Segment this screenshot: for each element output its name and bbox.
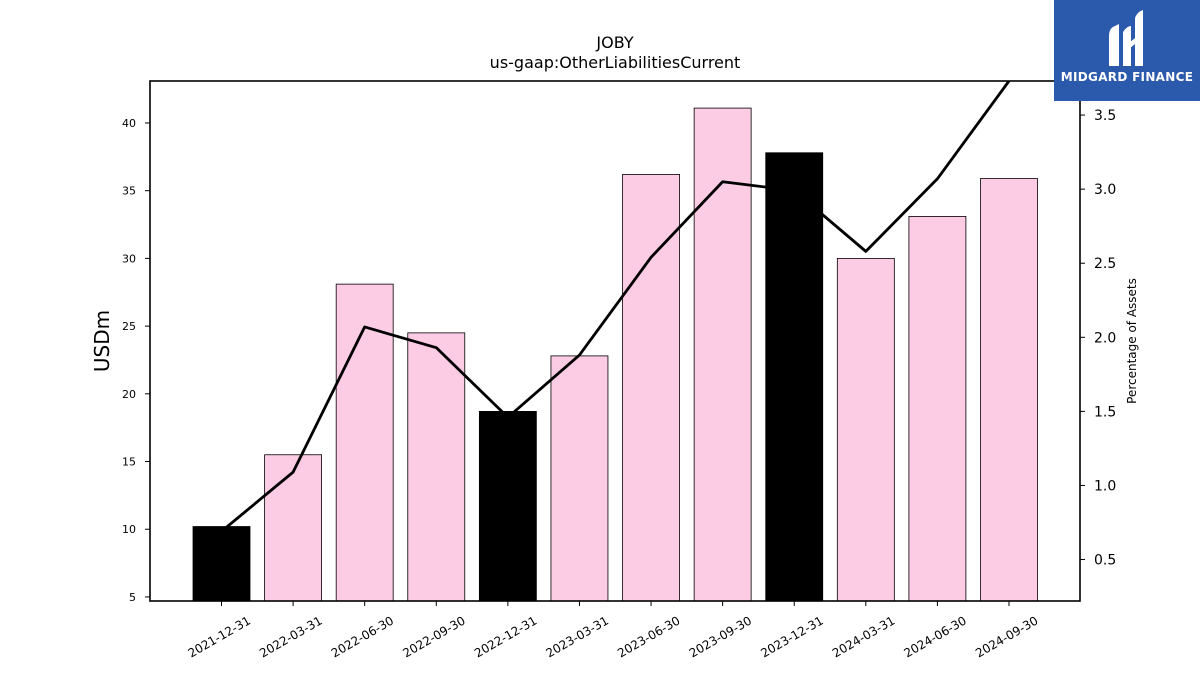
y2-tick-label: 1.0 bbox=[1094, 478, 1116, 494]
y-tick-label: 40 bbox=[122, 117, 136, 130]
bars-layer bbox=[192, 107, 1038, 602]
chart-subtitle: us-gaap:OtherLiabilitiesCurrent bbox=[490, 53, 741, 72]
y2-tick-label: 1.5 bbox=[1094, 404, 1116, 420]
x-tick-label: 2021-12-31 bbox=[186, 613, 253, 660]
chart-title: JOBY bbox=[595, 33, 633, 52]
bar-2023-09-30 bbox=[693, 107, 752, 602]
x-tick-label: 2023-06-30 bbox=[615, 613, 682, 660]
x-tick-label: 2022-03-31 bbox=[257, 613, 324, 660]
midgard-logo-icon bbox=[1109, 10, 1143, 66]
bar-2024-09-30 bbox=[980, 178, 1038, 602]
bar-2023-12-31 bbox=[765, 152, 824, 602]
y-tick-label: 15 bbox=[122, 456, 136, 469]
y-tick-label: 25 bbox=[122, 320, 136, 333]
bar-2022-06-30 bbox=[335, 283, 394, 602]
y2-tick-label: 3.5 bbox=[1094, 108, 1116, 124]
y-axis-label: USDm bbox=[90, 310, 114, 372]
bar-2022-03-31 bbox=[264, 454, 322, 602]
y2-tick-label: 0.5 bbox=[1094, 553, 1116, 569]
x-tick-label: 2022-09-30 bbox=[400, 613, 467, 660]
y-tick-label: 20 bbox=[122, 388, 136, 401]
y-tick-label: 10 bbox=[122, 523, 136, 536]
line-layer bbox=[220, 81, 1011, 533]
x-tick-label: 2023-03-31 bbox=[544, 613, 611, 660]
y2-tick-label: 2.0 bbox=[1094, 330, 1116, 346]
bar-2023-03-31 bbox=[550, 355, 609, 602]
y-tick-label: 35 bbox=[122, 185, 136, 198]
midgard-finance-logo: MIDGARD FINANCE bbox=[1054, 0, 1200, 101]
y-tick-label: 30 bbox=[122, 252, 136, 265]
y2-tick-label: 2.5 bbox=[1094, 256, 1116, 272]
bar-2024-06-30 bbox=[908, 216, 967, 602]
x-tick-label: 2024-09-30 bbox=[973, 613, 1040, 660]
bar-2021-12-31 bbox=[192, 526, 251, 602]
percentage-line bbox=[220, 81, 1011, 533]
bar-2024-03-31 bbox=[836, 257, 895, 602]
x-tick-label: 2022-12-31 bbox=[472, 613, 539, 660]
y2-tick-label: 3.0 bbox=[1094, 182, 1116, 198]
x-tick-label: 2024-06-30 bbox=[902, 613, 969, 660]
bar-2022-09-30 bbox=[407, 332, 466, 602]
x-tick-label: 2023-12-31 bbox=[758, 613, 825, 660]
plot-frame bbox=[149, 80, 1081, 602]
x-tick-label: 2024-03-31 bbox=[830, 613, 897, 660]
x-tick-label: 2023-09-30 bbox=[687, 613, 754, 660]
logo-text: MIDGARD FINANCE bbox=[1060, 70, 1194, 84]
y-tick-label: 5 bbox=[129, 591, 136, 604]
bar-2023-06-30 bbox=[622, 174, 680, 602]
bar-2022-12-31 bbox=[478, 411, 537, 602]
x-tick-label: 2022-06-30 bbox=[329, 613, 396, 660]
y2-axis-label: Percentage of Assets bbox=[1125, 278, 1139, 404]
